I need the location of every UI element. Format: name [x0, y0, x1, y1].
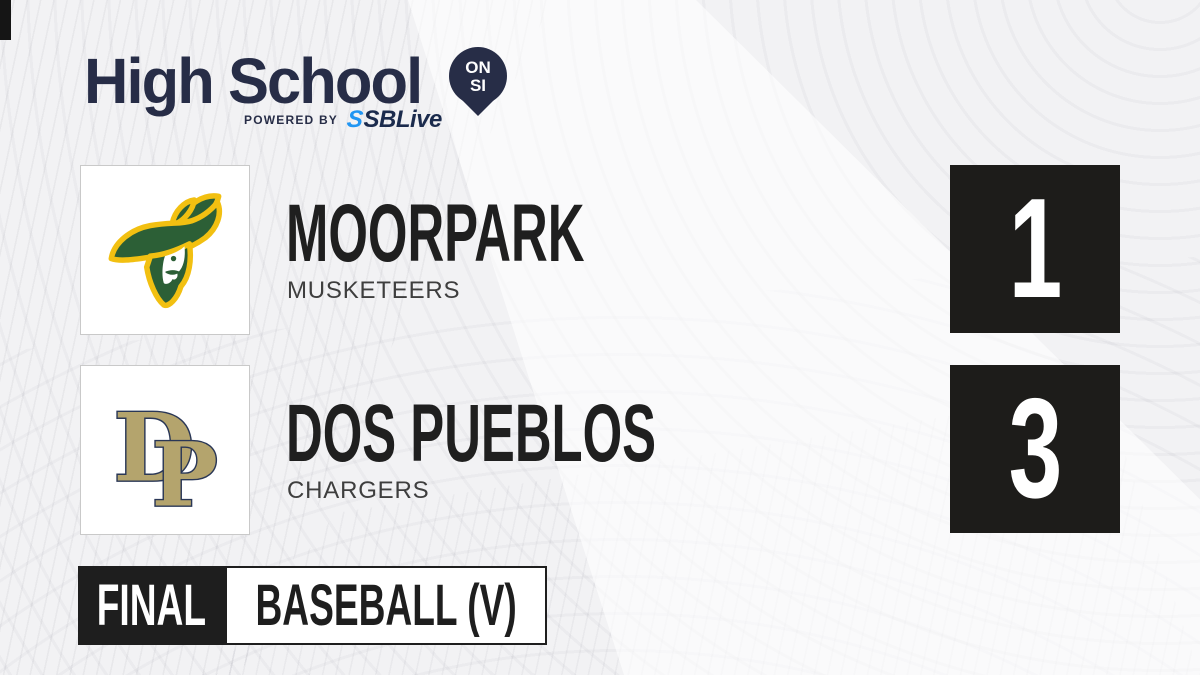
svg-text:D: D	[113, 394, 194, 504]
sblive-wordmark: SBLive	[363, 106, 443, 133]
sblive-logo: S SBLive	[345, 106, 443, 133]
moorpark-logo-box	[80, 165, 250, 335]
dos-pueblos-dp-logo: D P	[112, 392, 219, 517]
moorpark-score-box: 1	[950, 165, 1120, 333]
dos-pueblos-score-box: 3	[950, 365, 1120, 533]
powered-by-label: POWERED BY	[244, 113, 339, 127]
dos-pueblos-logo-box: D P	[80, 365, 250, 535]
pin-text-on: ON	[465, 58, 491, 77]
powered-by-row: POWERED BY S SBLive	[244, 106, 443, 133]
corner-accent-bar	[0, 0, 11, 40]
on-si-pin-icon: ON SI	[446, 46, 510, 123]
team-name-dos-pueblos: DOS PUEBLOS	[286, 388, 657, 479]
sblive-bolt-icon: S	[345, 106, 365, 133]
moorpark-musketeer-logo	[108, 193, 223, 309]
team-name-moorpark: MOORPARK	[286, 188, 585, 279]
event-type-box: BASEBALL (V)	[225, 566, 547, 645]
final-status-box: FINAL	[78, 566, 225, 645]
team-mascot-chargers: CHARGERS	[287, 477, 430, 504]
final-status-label: FINAL	[96, 572, 207, 638]
svg-text:P: P	[152, 423, 218, 517]
dos-pueblos-score: 3	[1008, 369, 1062, 528]
pin-text-si: SI	[470, 76, 486, 95]
event-type-label: BASEBALL (V)	[255, 572, 517, 638]
moorpark-score: 1	[1008, 169, 1062, 328]
brand-title: High School	[84, 45, 423, 117]
team-mascot-musketeers: MUSKETEERS	[287, 277, 461, 304]
